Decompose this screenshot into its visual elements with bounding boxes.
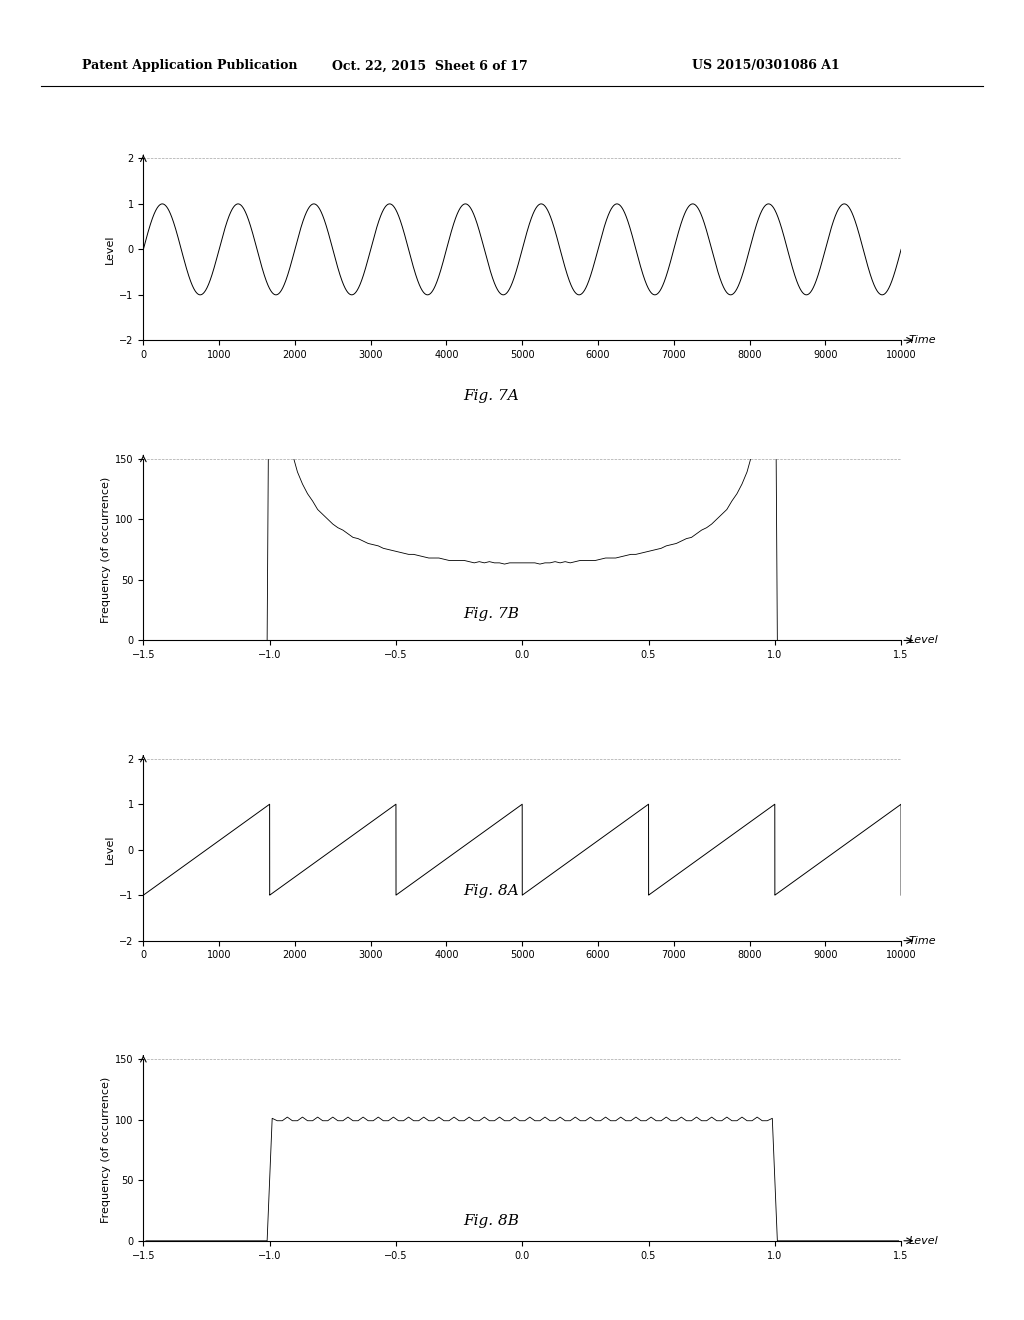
Text: US 2015/0301086 A1: US 2015/0301086 A1 <box>692 59 840 73</box>
Text: Fig. 8B: Fig. 8B <box>464 1214 519 1228</box>
Text: Fig. 7A: Fig. 7A <box>464 389 519 403</box>
Y-axis label: Frequency (of occurrence): Frequency (of occurrence) <box>101 1077 111 1222</box>
Text: Level: Level <box>908 1236 938 1246</box>
Y-axis label: Frequency (of occurrence): Frequency (of occurrence) <box>101 477 111 623</box>
Text: Oct. 22, 2015  Sheet 6 of 17: Oct. 22, 2015 Sheet 6 of 17 <box>332 59 528 73</box>
Text: Time: Time <box>908 335 936 346</box>
Text: Fig. 7B: Fig. 7B <box>464 607 519 620</box>
Text: Fig. 8A: Fig. 8A <box>464 884 519 898</box>
Text: Patent Application Publication: Patent Application Publication <box>82 59 297 73</box>
Text: Time: Time <box>908 936 936 945</box>
Y-axis label: Level: Level <box>105 836 115 865</box>
Text: Level: Level <box>908 635 938 645</box>
Y-axis label: Level: Level <box>105 235 115 264</box>
